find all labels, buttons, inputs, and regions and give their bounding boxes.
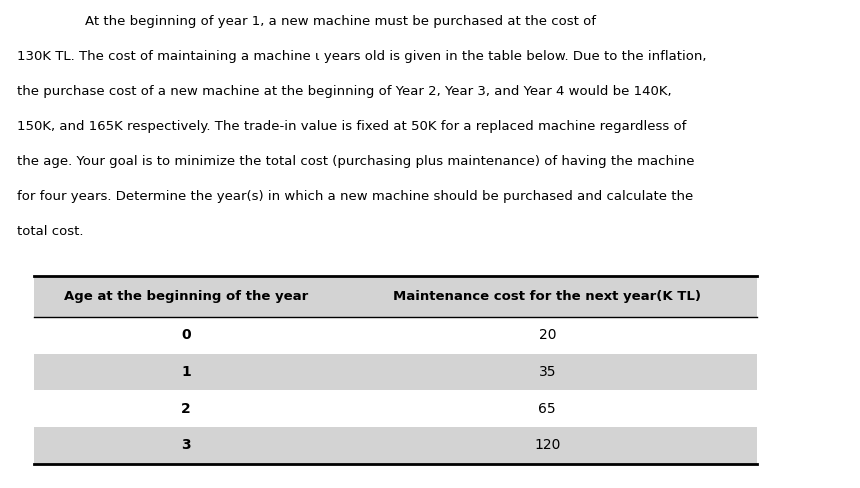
Text: total cost.: total cost.	[17, 225, 83, 239]
Text: for four years. Determine the year(s) in which a new machine should be purchased: for four years. Determine the year(s) in…	[17, 190, 693, 203]
Text: 20: 20	[538, 328, 556, 343]
Text: the purchase cost of a new machine at the beginning of Year 2, Year 3, and Year : the purchase cost of a new machine at th…	[17, 85, 672, 98]
Text: Age at the beginning of the year: Age at the beginning of the year	[64, 290, 308, 303]
Text: 0: 0	[181, 328, 191, 343]
Text: the age. Your goal is to minimize the total cost (purchasing plus maintenance) o: the age. Your goal is to minimize the to…	[17, 155, 695, 168]
Text: Maintenance cost for the next year(K TL): Maintenance cost for the next year(K TL)	[393, 290, 701, 303]
Text: 65: 65	[538, 402, 556, 416]
Text: 1: 1	[181, 365, 191, 379]
Text: 2: 2	[181, 402, 191, 416]
Text: 3: 3	[181, 438, 191, 452]
Text: At the beginning of year 1, a new machine must be purchased at the cost of: At the beginning of year 1, a new machin…	[17, 15, 596, 28]
Text: 35: 35	[538, 365, 556, 379]
Text: 150K, and 165K respectively. The trade-in value is fixed at 50K for a replaced m: 150K, and 165K respectively. The trade-i…	[17, 120, 686, 133]
Text: 130K TL. The cost of maintaining a machine ι years old is given in the table bel: 130K TL. The cost of maintaining a machi…	[17, 50, 707, 63]
Text: 120: 120	[534, 438, 561, 452]
